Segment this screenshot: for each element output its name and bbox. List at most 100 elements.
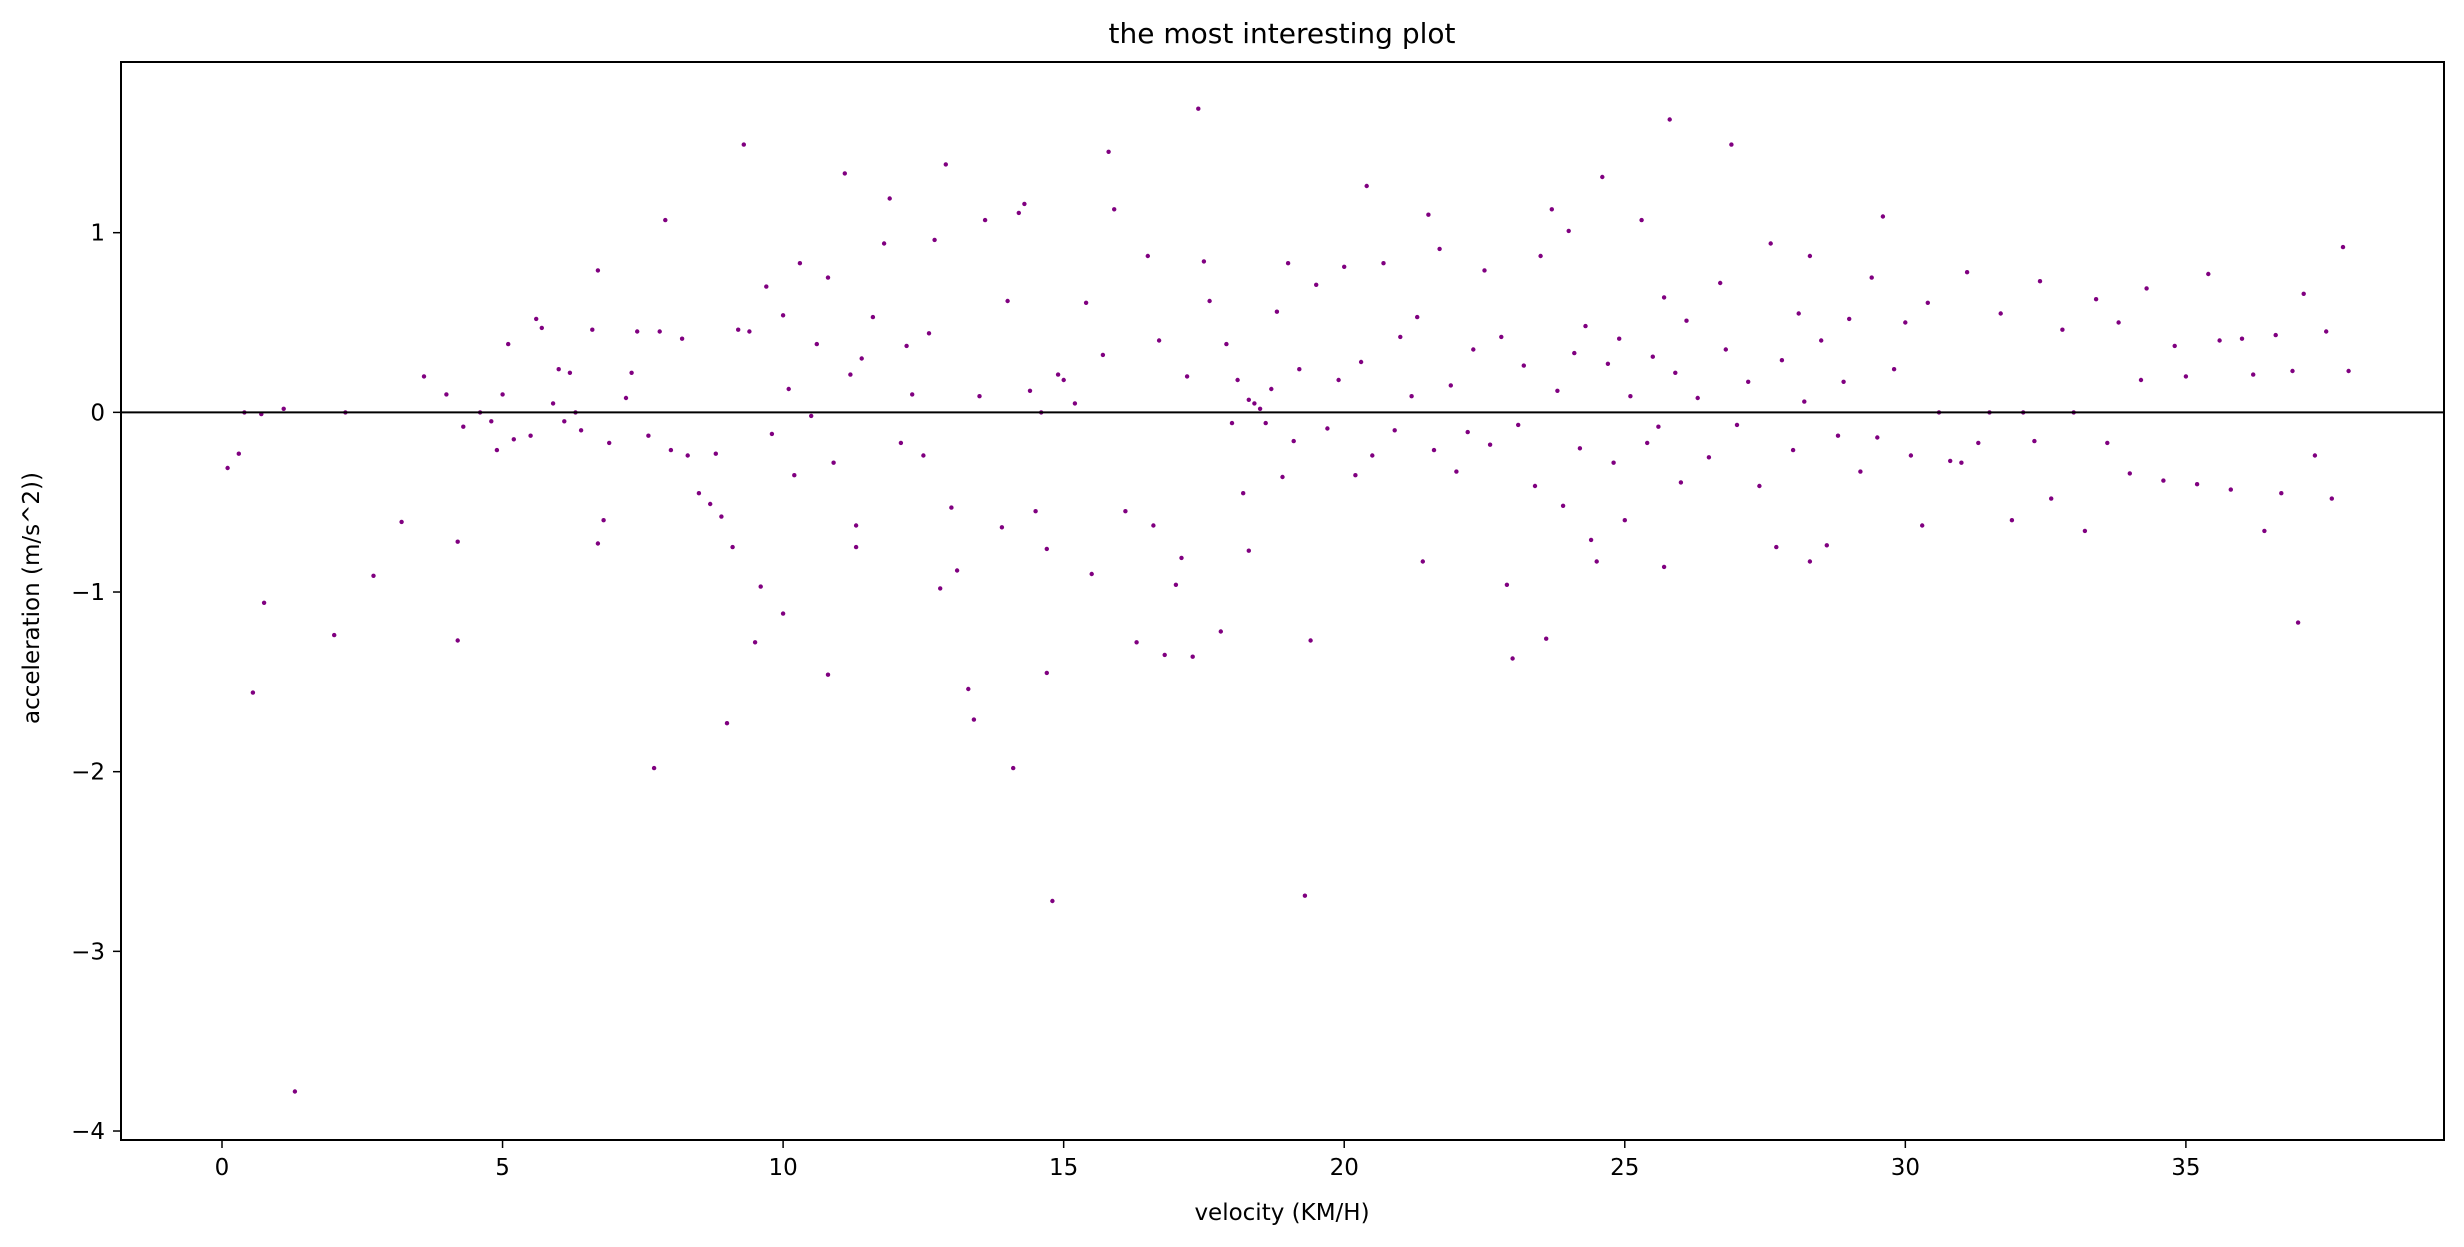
- x-tick-label: 5: [495, 1155, 510, 1181]
- data-point-142: [1314, 282, 1319, 287]
- y-tick-label: −2: [71, 760, 105, 786]
- data-point-257: [2251, 372, 2256, 377]
- data-point-229: [1948, 458, 1953, 464]
- data-point-203: [1734, 422, 1740, 428]
- x-tick-label: 10: [768, 1155, 797, 1181]
- data-point-101: [1044, 670, 1050, 676]
- data-point-189: [1645, 440, 1650, 446]
- data-point-200: [1718, 280, 1723, 286]
- x-tick-label: 25: [1610, 1155, 1639, 1181]
- data-point-81: [921, 453, 926, 458]
- data-point-134: [1269, 386, 1274, 392]
- data-point-211: [1802, 399, 1807, 404]
- data-point-52: [730, 544, 735, 550]
- data-point-237: [2032, 438, 2037, 444]
- data-point-86: [949, 505, 954, 510]
- data-point-105: [1072, 401, 1078, 406]
- data-point-94: [1011, 765, 1016, 771]
- data-point-119: [1184, 374, 1190, 379]
- data-point-222: [1880, 214, 1886, 219]
- data-point-166: [1504, 582, 1510, 587]
- data-point-82: [926, 331, 932, 336]
- data-point-33: [595, 541, 601, 546]
- data-point-120: [1190, 654, 1195, 659]
- data-point-230: [1959, 460, 1964, 465]
- data-point-155: [1420, 559, 1426, 564]
- data-point-240: [2060, 327, 2065, 332]
- data-point-84: [938, 586, 943, 591]
- data-point-32: [590, 327, 595, 332]
- data-point-20: [500, 392, 505, 397]
- data-point-151: [1392, 428, 1397, 433]
- data-point-224: [1903, 320, 1908, 325]
- data-point-39: [635, 329, 640, 334]
- data-point-219: [1858, 469, 1863, 474]
- data-point-44: [668, 447, 674, 453]
- data-point-196: [1678, 480, 1684, 485]
- data-point-79: [904, 343, 909, 349]
- data-point-128: [1241, 491, 1246, 496]
- y-tick-label: −1: [71, 580, 105, 606]
- data-point-1: [236, 451, 241, 456]
- data-point-50: [719, 514, 724, 519]
- data-point-106: [1083, 300, 1089, 305]
- data-point-7: [292, 1089, 298, 1094]
- data-point-214: [1819, 338, 1824, 343]
- data-point-14: [455, 539, 460, 544]
- data-point-55: [747, 329, 752, 334]
- data-point-71: [848, 372, 853, 377]
- data-point-90: [977, 394, 982, 399]
- data-point-265: [2324, 329, 2329, 334]
- data-point-213: [1807, 559, 1813, 564]
- data-point-111: [1123, 509, 1128, 514]
- data-point-51: [724, 721, 730, 726]
- data-point-208: [1779, 358, 1785, 363]
- data-point-136: [1280, 474, 1285, 480]
- data-point-149: [1370, 453, 1375, 458]
- data-point-18: [489, 419, 494, 424]
- data-point-231: [1964, 270, 1970, 275]
- data-point-57: [758, 584, 763, 589]
- data-point-61: [780, 611, 786, 616]
- data-point-193: [1661, 564, 1667, 570]
- data-points: [225, 106, 2351, 1094]
- data-point-31: [578, 428, 584, 433]
- data-point-220: [1869, 275, 1874, 280]
- data-point-247: [2138, 377, 2144, 383]
- data-point-175: [1560, 503, 1566, 508]
- data-point-92: [999, 525, 1005, 530]
- data-point-116: [1162, 652, 1167, 658]
- data-point-252: [2194, 482, 2200, 487]
- data-point-73: [853, 544, 859, 550]
- data-point-174: [1555, 388, 1560, 393]
- data-point-29: [567, 370, 573, 375]
- data-point-25: [539, 325, 544, 331]
- data-point-23: [528, 433, 533, 438]
- data-point-48: [708, 501, 713, 507]
- data-point-0: [225, 465, 230, 471]
- data-point-49: [713, 451, 718, 456]
- data-point-209: [1790, 447, 1796, 453]
- data-point-250: [2172, 343, 2177, 349]
- data-point-202: [1729, 142, 1734, 147]
- data-point-199: [1706, 455, 1712, 460]
- data-point-3: [250, 690, 256, 695]
- data-point-179: [1583, 323, 1588, 329]
- x-axis-ticks: 0 5 10 15 20 25 30 35: [215, 1140, 2201, 1181]
- data-point-125: [1224, 341, 1229, 347]
- data-point-217: [1841, 379, 1846, 384]
- data-point-141: [1308, 638, 1313, 643]
- x-tick-label: 20: [1330, 1155, 1359, 1181]
- data-point-129: [1246, 397, 1252, 402]
- data-point-188: [1639, 217, 1644, 223]
- data-point-16: [461, 424, 466, 429]
- data-point-60: [780, 313, 786, 318]
- data-point-93: [1005, 298, 1010, 304]
- data-point-63: [792, 473, 797, 478]
- data-point-260: [2279, 491, 2284, 496]
- data-point-212: [1807, 253, 1813, 259]
- data-point-262: [2295, 620, 2301, 625]
- data-point-253: [2206, 271, 2211, 277]
